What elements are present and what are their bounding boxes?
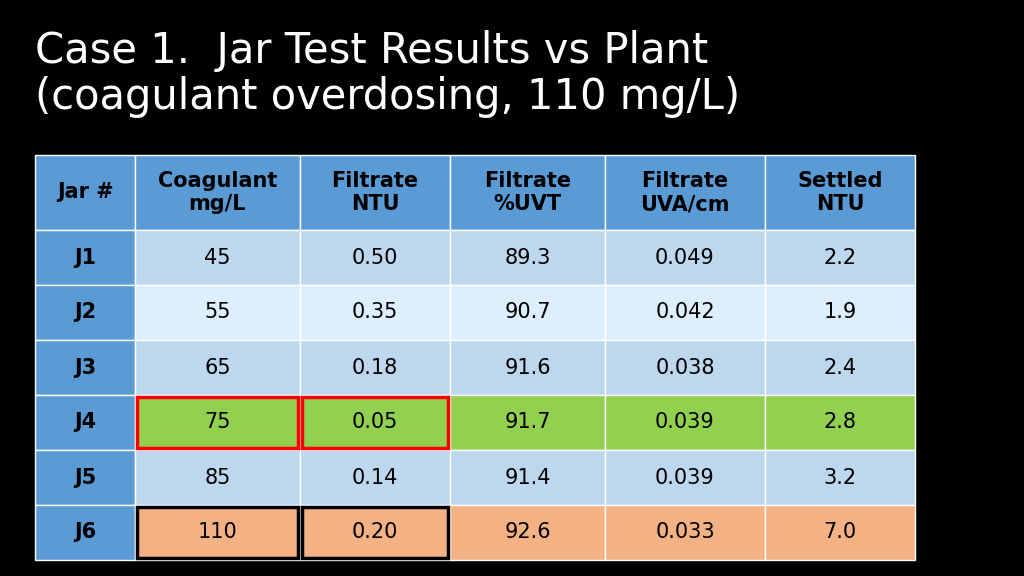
- Bar: [300, 155, 450, 230]
- Text: J6: J6: [74, 522, 96, 543]
- Text: 3.2: 3.2: [823, 468, 856, 487]
- Bar: [605, 230, 765, 285]
- Text: 2.4: 2.4: [823, 358, 856, 377]
- Bar: [605, 395, 765, 450]
- Bar: [605, 155, 765, 230]
- Text: 65: 65: [204, 358, 230, 377]
- Bar: [765, 340, 915, 395]
- Text: Filtrate
UVA/cm: Filtrate UVA/cm: [640, 171, 730, 214]
- Text: Filtrate
NTU: Filtrate NTU: [332, 171, 419, 214]
- Bar: [605, 450, 765, 505]
- Bar: [35, 450, 135, 505]
- Text: 0.18: 0.18: [352, 358, 398, 377]
- Bar: [450, 340, 605, 395]
- Text: Case 1.  Jar Test Results vs Plant: Case 1. Jar Test Results vs Plant: [35, 30, 709, 72]
- Text: 0.20: 0.20: [352, 522, 398, 543]
- Bar: [135, 340, 300, 395]
- Bar: [135, 285, 300, 340]
- Bar: [765, 450, 915, 505]
- Text: 0.14: 0.14: [352, 468, 398, 487]
- Text: 91.7: 91.7: [504, 412, 551, 433]
- Bar: [302, 397, 449, 448]
- Bar: [450, 395, 605, 450]
- Text: Jar #: Jar #: [56, 183, 114, 203]
- Text: 55: 55: [204, 302, 230, 323]
- Text: 45: 45: [204, 248, 230, 267]
- Bar: [35, 505, 135, 560]
- Bar: [765, 395, 915, 450]
- Text: 1.9: 1.9: [823, 302, 857, 323]
- Bar: [450, 285, 605, 340]
- Bar: [450, 505, 605, 560]
- Text: J1: J1: [74, 248, 96, 267]
- Bar: [450, 155, 605, 230]
- Text: 110: 110: [198, 522, 238, 543]
- Text: Settled
NTU: Settled NTU: [798, 171, 883, 214]
- Text: 90.7: 90.7: [504, 302, 551, 323]
- Text: J2: J2: [74, 302, 96, 323]
- Text: (coagulant overdosing, 110 mg/L): (coagulant overdosing, 110 mg/L): [35, 77, 740, 119]
- Text: 85: 85: [205, 468, 230, 487]
- Text: 89.3: 89.3: [504, 248, 551, 267]
- Bar: [135, 155, 300, 230]
- Bar: [302, 507, 449, 558]
- Text: 91.6: 91.6: [504, 358, 551, 377]
- Text: 91.4: 91.4: [504, 468, 551, 487]
- Bar: [300, 230, 450, 285]
- Text: 2.8: 2.8: [823, 412, 856, 433]
- Bar: [300, 395, 450, 450]
- Text: 7.0: 7.0: [823, 522, 856, 543]
- Text: Filtrate
%UVT: Filtrate %UVT: [484, 171, 571, 214]
- Bar: [135, 230, 300, 285]
- Text: 0.033: 0.033: [655, 522, 715, 543]
- Bar: [137, 397, 298, 448]
- Bar: [300, 450, 450, 505]
- Bar: [605, 340, 765, 395]
- Text: 0.50: 0.50: [352, 248, 398, 267]
- Bar: [605, 505, 765, 560]
- Bar: [450, 450, 605, 505]
- Bar: [300, 285, 450, 340]
- Text: Coagulant
mg/L: Coagulant mg/L: [158, 171, 278, 214]
- Bar: [300, 340, 450, 395]
- Text: 92.6: 92.6: [504, 522, 551, 543]
- Bar: [135, 395, 300, 450]
- Bar: [35, 285, 135, 340]
- Bar: [450, 230, 605, 285]
- Text: 0.05: 0.05: [352, 412, 398, 433]
- Text: J5: J5: [74, 468, 96, 487]
- Bar: [605, 285, 765, 340]
- Bar: [135, 505, 300, 560]
- Text: 0.038: 0.038: [655, 358, 715, 377]
- Bar: [35, 155, 135, 230]
- Text: 75: 75: [204, 412, 230, 433]
- Text: 0.35: 0.35: [352, 302, 398, 323]
- Bar: [765, 505, 915, 560]
- Bar: [35, 395, 135, 450]
- Bar: [765, 155, 915, 230]
- Text: J4: J4: [74, 412, 96, 433]
- Text: 0.039: 0.039: [655, 412, 715, 433]
- Bar: [135, 450, 300, 505]
- Bar: [35, 340, 135, 395]
- Text: 0.039: 0.039: [655, 468, 715, 487]
- Text: 0.049: 0.049: [655, 248, 715, 267]
- Bar: [765, 285, 915, 340]
- Bar: [35, 230, 135, 285]
- Bar: [765, 230, 915, 285]
- Text: J3: J3: [74, 358, 96, 377]
- Bar: [300, 505, 450, 560]
- Text: 2.2: 2.2: [823, 248, 856, 267]
- Text: 0.042: 0.042: [655, 302, 715, 323]
- Bar: [137, 507, 298, 558]
